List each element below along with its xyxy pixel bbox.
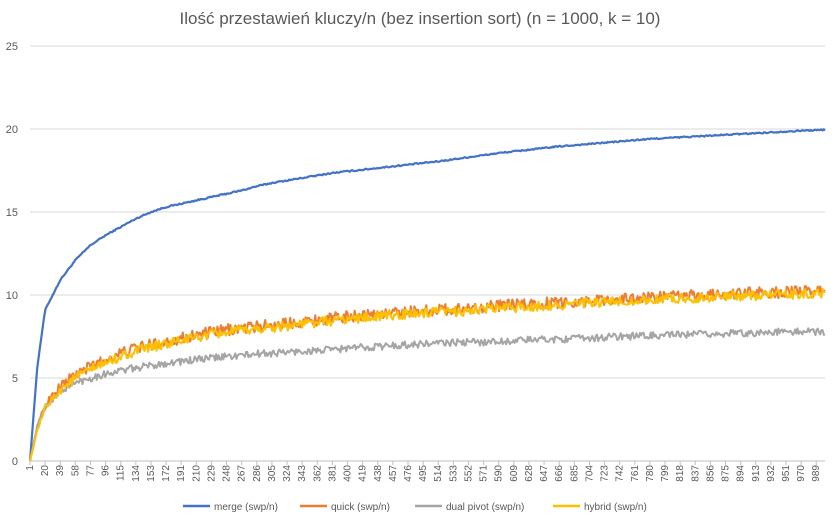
x-tick-label: 400 <box>343 465 354 482</box>
x-tick-label: 58 <box>70 465 81 477</box>
x-tick-label: 476 <box>403 465 414 482</box>
x-tick-label: 77 <box>85 465 96 477</box>
x-tick-label: 932 <box>766 465 777 482</box>
y-tick-label: 0 <box>12 456 18 468</box>
x-tick-label: 761 <box>630 465 641 482</box>
x-tick-label: 438 <box>373 465 384 482</box>
y-tick-label: 20 <box>6 124 18 136</box>
x-tick-label: 685 <box>569 465 580 482</box>
x-tick-label: 666 <box>554 465 565 482</box>
x-tick-label: 609 <box>509 465 520 482</box>
x-tick-label: 286 <box>252 465 263 482</box>
series-lines <box>28 128 826 462</box>
x-tick-label: 267 <box>237 465 248 482</box>
x-tick-label: 229 <box>206 465 217 482</box>
x-tick-label: 799 <box>660 465 671 482</box>
x-tick-label: 172 <box>161 465 172 482</box>
x-tick-label: 191 <box>176 465 187 482</box>
x-tick-label: 96 <box>101 465 112 477</box>
series-line <box>29 327 826 462</box>
legend-label: merge (swp/n) <box>214 502 278 513</box>
x-tick-label: 856 <box>705 465 716 482</box>
x-tick-label: 134 <box>131 465 142 482</box>
x-tick-label: 457 <box>388 465 399 482</box>
x-tick-label: 362 <box>312 465 323 482</box>
x-tick-label: 951 <box>781 465 792 482</box>
x-tick-label: 628 <box>524 465 535 482</box>
x-tick-label: 1 <box>25 465 36 471</box>
x-tick-label: 894 <box>736 465 747 482</box>
legend-label: hybrid (swp/n) <box>584 502 647 513</box>
x-tick-label: 495 <box>418 465 429 482</box>
x-tick-label: 989 <box>811 465 822 482</box>
x-tick-label: 115 <box>116 465 127 481</box>
x-tick-label: 875 <box>721 465 732 482</box>
x-tick-label: 20 <box>40 465 51 477</box>
x-tick-label: 305 <box>267 465 278 482</box>
x-tick-label: 552 <box>463 465 474 482</box>
x-tick-label: 248 <box>222 465 233 482</box>
x-tick-label: 780 <box>645 465 656 482</box>
series-line <box>28 128 826 462</box>
x-tick-label: 324 <box>282 465 293 482</box>
x-tick-label: 742 <box>615 465 626 482</box>
x-tick-label: 419 <box>358 465 369 482</box>
series-line <box>29 287 826 462</box>
legend: merge (swp/n) quick (swp/n) dual pivot (sw… <box>183 502 647 513</box>
legend-label: dual pivot (swp/n) <box>446 502 524 513</box>
x-tick-label: 39 <box>55 465 66 477</box>
y-tick-label: 15 <box>6 207 18 219</box>
x-tick-label: 381 <box>327 465 338 482</box>
x-tick-label: 343 <box>297 465 308 482</box>
x-tick-label: 704 <box>584 465 595 482</box>
chart-title: Ilość przestawień kluczy/n (bez insertio… <box>180 9 661 28</box>
x-axis: 1 20 39 58 77 96 115 134 153 172 191 210 229 248 267 28… <box>25 460 825 482</box>
x-tick-label: 913 <box>751 465 762 482</box>
y-tick-label: 25 <box>6 41 18 53</box>
x-tick-label: 647 <box>539 465 550 482</box>
legend-label: quick (swp/n) <box>331 502 390 513</box>
x-tick-label: 970 <box>796 465 807 482</box>
x-tick-label: 818 <box>675 465 686 482</box>
x-tick-label: 210 <box>191 465 202 482</box>
y-tick-label: 5 <box>12 373 18 385</box>
x-tick-label: 153 <box>146 465 157 482</box>
x-tick-label: 590 <box>494 465 505 482</box>
x-tick-label: 514 <box>433 465 444 482</box>
x-tick-label: 571 <box>479 465 490 482</box>
y-tick-label: 10 <box>6 290 18 302</box>
y-axis: 0 5 10 15 20 25 <box>6 41 18 468</box>
x-tick-label: 837 <box>690 465 701 482</box>
x-tick-label: 533 <box>448 465 459 482</box>
x-tick-label: 723 <box>600 465 611 482</box>
